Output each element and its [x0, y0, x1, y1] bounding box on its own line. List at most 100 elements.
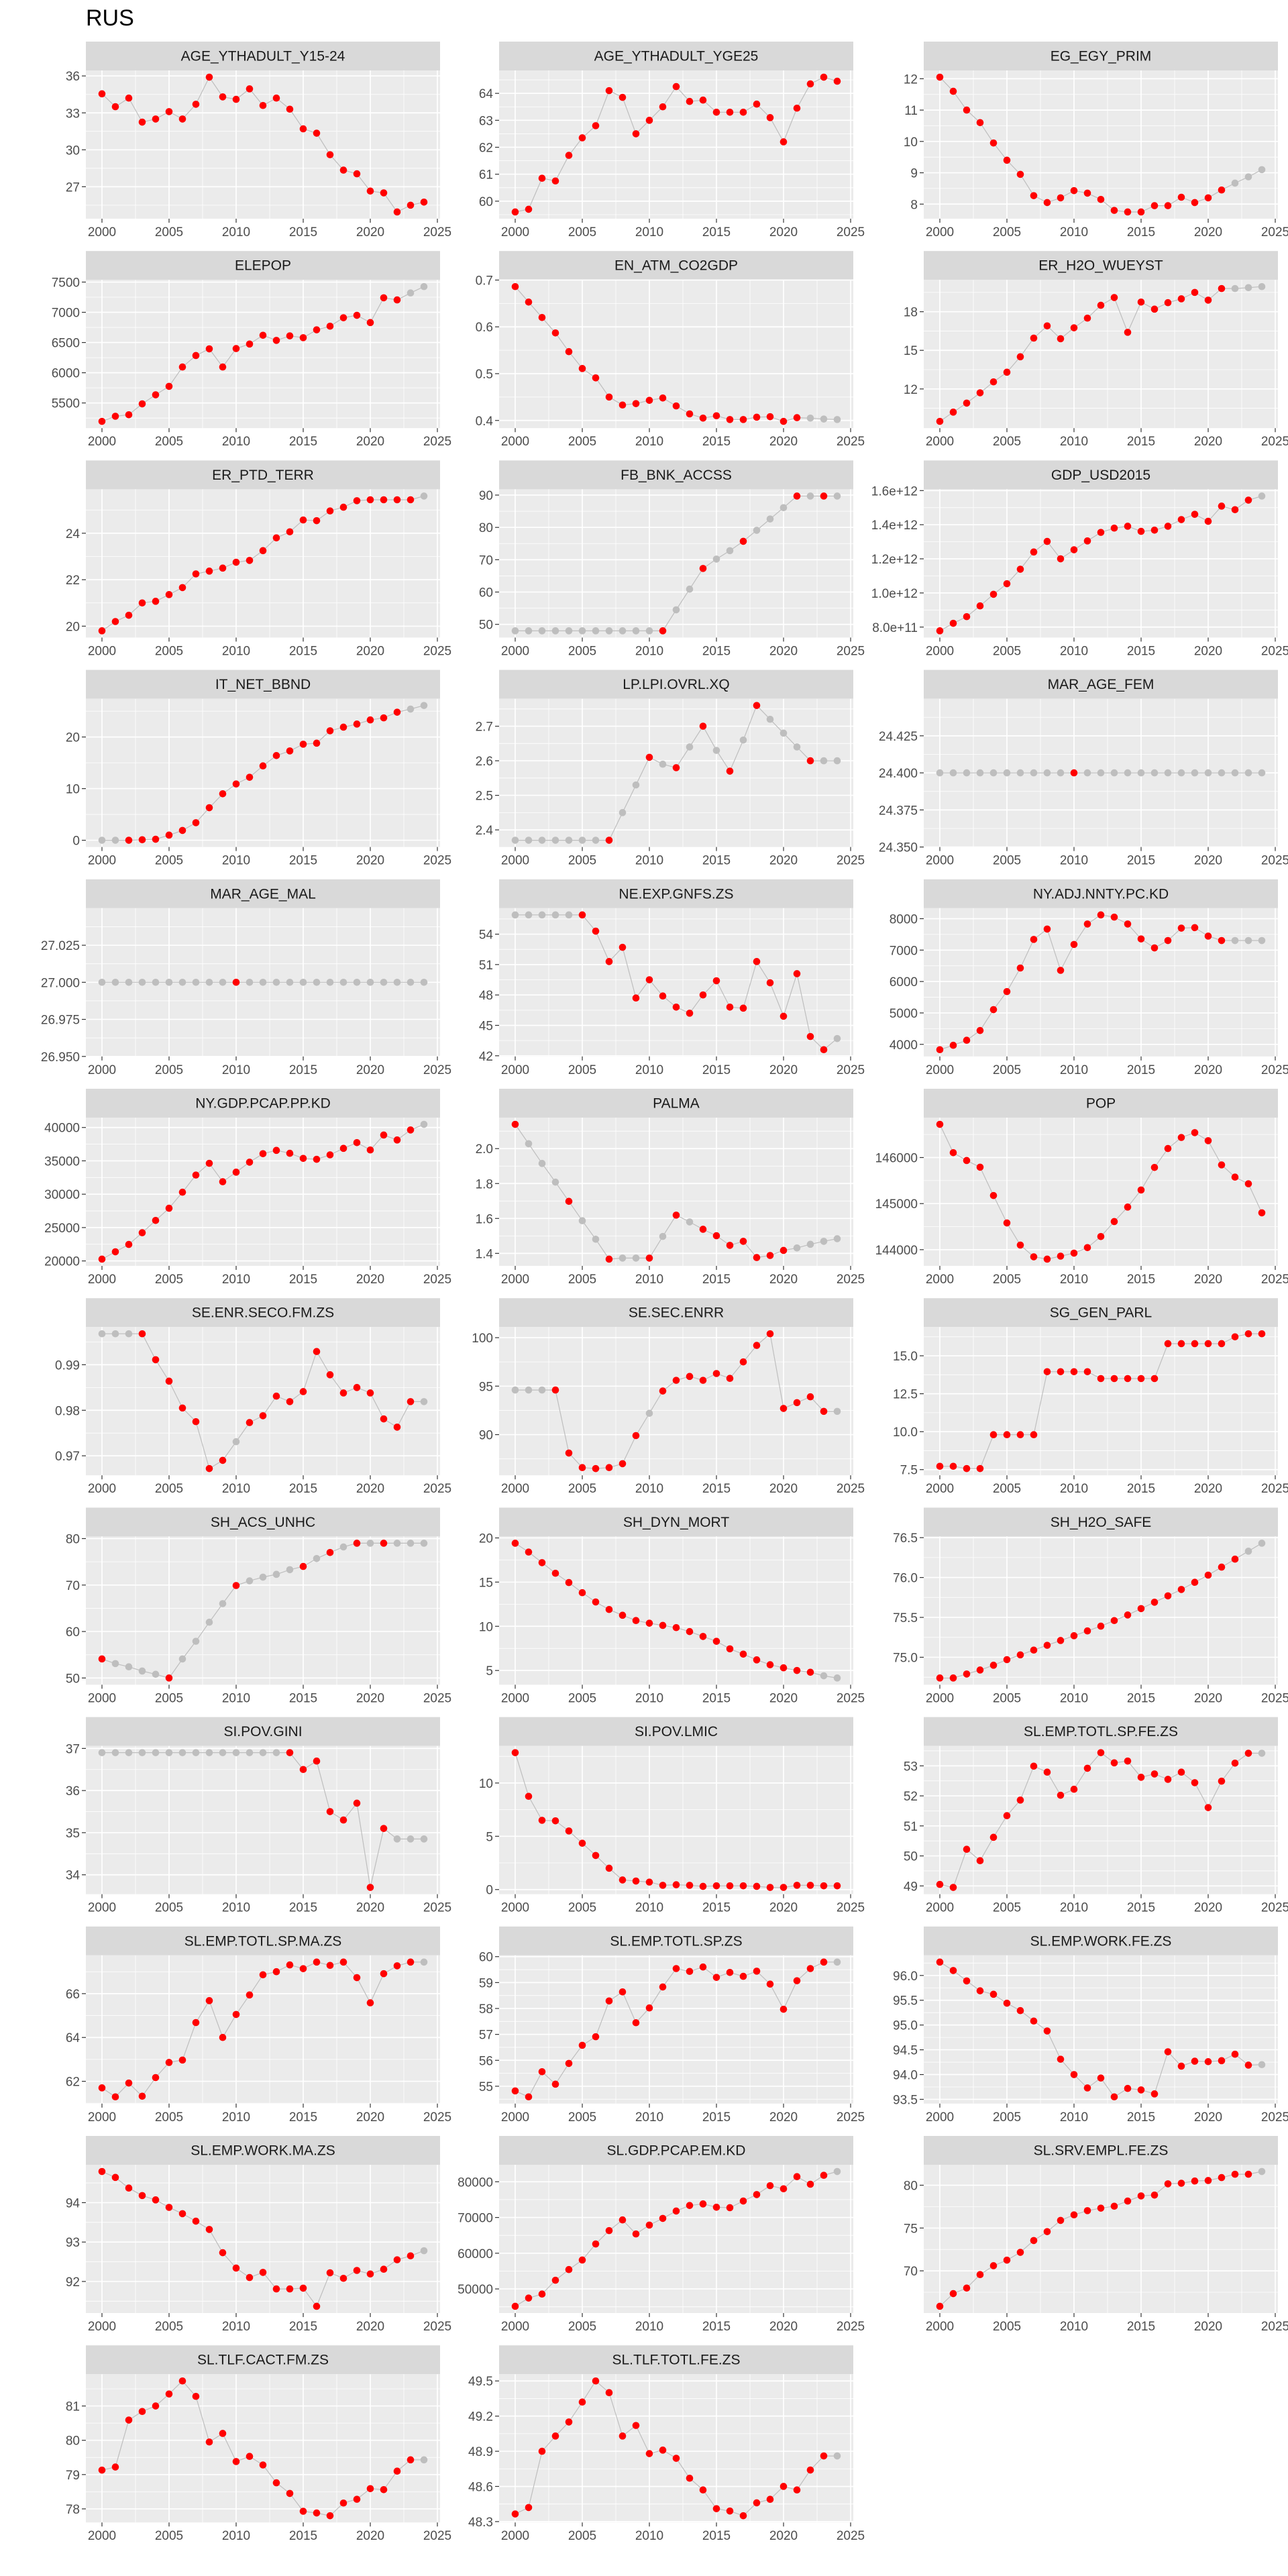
observed-data-point — [1204, 932, 1212, 940]
observed-data-point — [1218, 1777, 1226, 1785]
observed-data-point — [645, 2221, 653, 2229]
observed-data-point — [565, 1827, 573, 1835]
y-tick-label: 20 — [479, 1532, 493, 1546]
imputed-data-point — [619, 627, 627, 635]
observed-data-point — [1110, 1218, 1118, 1226]
observed-data-point — [1097, 1232, 1105, 1240]
observed-data-point — [659, 992, 667, 1000]
facet-strip — [499, 669, 853, 699]
x-tick-label: 2005 — [568, 1482, 596, 1496]
observed-data-point — [326, 1151, 334, 1159]
observed-data-point — [739, 2197, 747, 2205]
x-tick-label: 2010 — [222, 2529, 250, 2543]
facet-strip — [86, 1507, 440, 1537]
observed-data-point — [353, 170, 361, 178]
x-tick-label: 2005 — [155, 2529, 183, 2543]
observed-data-point — [339, 1389, 347, 1397]
observed-data-point — [1110, 1759, 1118, 1767]
imputed-data-point — [1244, 936, 1252, 945]
imputed-data-point — [1258, 936, 1266, 945]
y-tick-label: 70 — [904, 2265, 918, 2279]
observed-data-point — [192, 2392, 200, 2400]
imputed-data-point — [125, 1749, 133, 1756]
x-tick-label: 2000 — [926, 1691, 954, 1705]
facet-strip — [924, 460, 1278, 490]
imputed-data-point — [632, 627, 640, 635]
observed-data-point — [659, 627, 667, 635]
observed-data-point — [1083, 314, 1091, 322]
observed-data-point — [192, 2217, 200, 2225]
imputed-data-point — [989, 769, 998, 777]
x-tick-label: 2010 — [635, 225, 663, 239]
observed-data-point — [511, 208, 519, 216]
observed-data-point — [619, 2432, 627, 2440]
y-tick-label: 81 — [66, 2400, 80, 2414]
x-tick-label: 2000 — [88, 854, 116, 868]
y-tick-label: 75.0 — [893, 1651, 918, 1665]
observed-data-point — [246, 2273, 254, 2282]
observed-data-point — [820, 2171, 828, 2179]
observed-data-point — [1070, 324, 1078, 331]
observed-data-point — [178, 584, 186, 592]
observed-data-point — [592, 2033, 600, 2041]
imputed-data-point — [525, 627, 533, 635]
observed-data-point — [936, 1880, 944, 1888]
observed-data-point — [739, 1650, 747, 1658]
x-tick-label: 2010 — [222, 644, 250, 658]
observed-data-point — [138, 836, 146, 844]
observed-data-point — [989, 590, 998, 598]
y-tick-label: 2.0 — [476, 1142, 493, 1157]
observed-data-point — [605, 958, 613, 965]
observed-data-point — [313, 1757, 321, 1765]
imputed-data-point — [766, 515, 774, 523]
observed-data-point — [407, 201, 415, 209]
y-tick-label: 8.0e+11 — [872, 621, 918, 635]
observed-data-point — [272, 2285, 280, 2293]
observed-data-point — [407, 2456, 415, 2464]
imputed-data-point — [205, 1618, 213, 1626]
observed-data-point — [205, 345, 213, 353]
observed-data-point — [1218, 2057, 1226, 2065]
facet-strip-label: NY.ADJ.NNTY.PC.KD — [1033, 886, 1169, 902]
observed-data-point — [232, 1169, 240, 1176]
observed-data-point — [525, 1548, 533, 1556]
imputed-data-point — [739, 736, 747, 744]
observed-data-point — [949, 1967, 957, 1974]
observed-data-point — [578, 1589, 586, 1597]
observed-data-point — [339, 723, 347, 731]
observed-data-point — [949, 1674, 957, 1682]
observed-data-point — [1150, 1375, 1159, 1383]
facet-strip-label: ELEPOP — [235, 258, 291, 274]
observed-data-point — [1043, 1642, 1051, 1649]
observed-data-point — [963, 1157, 971, 1165]
y-tick-label: 76.0 — [893, 1572, 918, 1586]
observed-data-point — [1016, 964, 1024, 972]
observed-data-point — [326, 2269, 334, 2277]
observed-data-point — [98, 90, 106, 98]
observed-data-point — [205, 2226, 213, 2233]
facet-strip — [86, 1717, 440, 1746]
x-tick-label: 2025 — [1261, 1482, 1288, 1496]
y-tick-label: 90 — [479, 489, 493, 503]
x-tick-label: 2000 — [501, 1691, 529, 1705]
x-tick-label: 2000 — [501, 1063, 529, 1077]
observed-data-point — [712, 2203, 720, 2211]
imputed-data-point — [420, 2247, 428, 2255]
imputed-data-point — [833, 2167, 841, 2176]
observed-data-point — [192, 101, 200, 108]
plot-panel — [924, 1746, 1278, 1894]
imputed-data-point — [632, 781, 640, 789]
observed-data-point — [672, 402, 680, 410]
observed-data-point — [313, 129, 321, 137]
observed-data-point — [659, 1882, 667, 1889]
imputed-data-point — [125, 1330, 133, 1338]
observed-data-point — [178, 1188, 186, 1196]
observed-data-point — [98, 627, 106, 635]
x-tick-label: 2000 — [501, 1901, 529, 1915]
imputed-data-point — [299, 979, 307, 986]
observed-data-point — [192, 819, 200, 826]
observed-data-point — [1057, 1252, 1065, 1260]
observed-data-point — [739, 416, 747, 423]
imputed-data-point — [407, 705, 415, 713]
imputed-data-point — [366, 979, 374, 986]
